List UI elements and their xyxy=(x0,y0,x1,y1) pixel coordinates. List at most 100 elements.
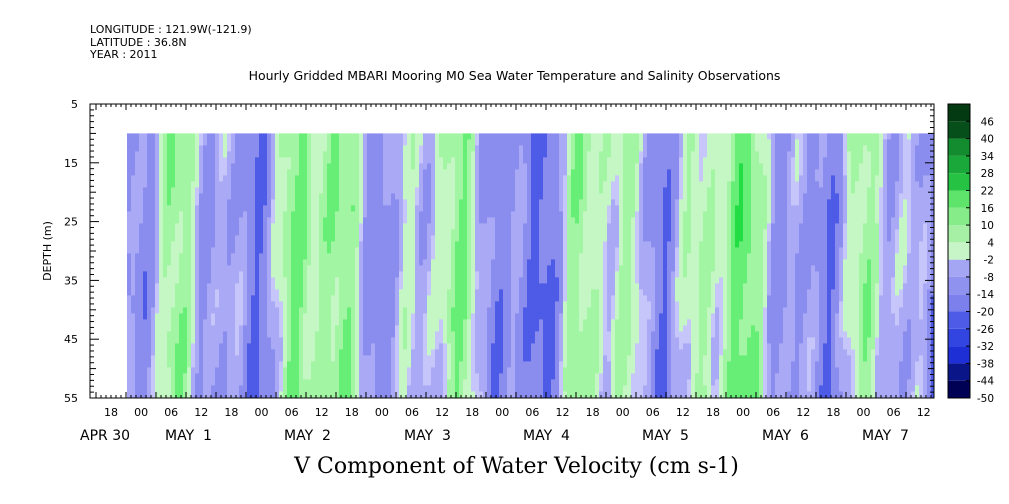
heatmap-cell xyxy=(191,319,196,326)
heatmap-cell xyxy=(243,349,248,356)
heatmap-cell xyxy=(175,283,180,290)
heatmap-cell xyxy=(211,277,216,284)
heatmap-cell xyxy=(507,391,512,398)
heatmap-cell xyxy=(327,271,332,278)
heatmap-cell xyxy=(151,163,156,170)
heatmap-cell xyxy=(255,235,260,242)
heatmap-cell xyxy=(463,385,468,392)
heatmap-cell xyxy=(531,259,536,266)
heatmap-cell xyxy=(467,325,472,332)
heatmap-cell xyxy=(547,307,552,314)
heatmap-cell xyxy=(159,235,164,242)
heatmap-cell xyxy=(347,199,352,206)
heatmap-cell xyxy=(563,349,568,356)
heatmap-cell xyxy=(567,289,572,296)
heatmap-cell xyxy=(435,379,440,386)
heatmap-cell xyxy=(355,343,360,350)
heatmap-cell xyxy=(475,217,480,224)
heatmap-cell xyxy=(295,169,300,176)
heatmap-cell xyxy=(227,187,232,194)
heatmap-cell xyxy=(343,175,348,182)
heatmap-cell xyxy=(327,355,332,362)
heatmap-cell xyxy=(227,181,232,188)
heatmap-cell xyxy=(215,217,220,224)
heatmap-cell xyxy=(175,211,180,218)
heatmap-cell xyxy=(423,379,428,386)
heatmap-cell xyxy=(547,295,552,302)
heatmap-cell xyxy=(519,205,524,212)
heatmap-cell xyxy=(555,157,560,164)
heatmap-cell xyxy=(487,367,492,374)
heatmap-cell xyxy=(155,355,160,362)
heatmap-cell xyxy=(255,211,260,218)
heatmap-cell xyxy=(367,325,372,332)
heatmap-cell xyxy=(395,175,400,182)
heatmap-cell xyxy=(163,271,168,278)
heatmap-cell xyxy=(323,181,328,188)
heatmap-cell xyxy=(319,175,324,182)
heatmap-cell xyxy=(399,301,404,308)
heatmap-cell xyxy=(207,325,212,332)
heatmap-cell xyxy=(143,247,148,254)
heatmap-cell xyxy=(151,199,156,206)
heatmap-cell xyxy=(323,385,328,392)
heatmap-cell xyxy=(507,199,512,206)
heatmap-cell xyxy=(455,349,460,356)
heatmap-cell xyxy=(195,265,200,272)
heatmap-cell xyxy=(423,217,428,224)
heatmap-cell xyxy=(267,241,272,248)
heatmap-cell xyxy=(327,331,332,338)
heatmap-cell xyxy=(279,307,284,314)
heatmap-cell xyxy=(551,187,556,194)
heatmap-cell xyxy=(495,193,500,200)
heatmap-cell xyxy=(519,373,524,380)
heatmap-cell xyxy=(403,235,408,242)
heatmap-cell xyxy=(399,205,404,212)
heatmap-cell xyxy=(215,313,220,320)
heatmap-cell xyxy=(347,229,352,236)
heatmap-cell xyxy=(531,229,536,236)
heatmap-cell xyxy=(263,247,268,254)
heatmap-cell xyxy=(351,175,356,182)
heatmap-cell xyxy=(155,199,160,206)
heatmap-cell xyxy=(139,157,144,164)
heatmap-cell xyxy=(219,325,224,332)
heatmap-cell xyxy=(559,391,564,398)
heatmap-cell xyxy=(411,253,416,260)
heatmap-cell xyxy=(419,271,424,278)
heatmap-cell xyxy=(167,313,172,320)
heatmap-cell xyxy=(327,307,332,314)
heatmap-cell xyxy=(351,391,356,398)
heatmap-cell xyxy=(343,277,348,284)
longitude-label: LONGITUDE : 121.9W(-121.9) xyxy=(90,23,252,36)
heatmap-cell xyxy=(191,151,196,158)
heatmap-cell xyxy=(539,241,544,248)
heatmap-cell xyxy=(407,169,412,176)
heatmap-cell xyxy=(135,313,140,320)
heatmap-cell xyxy=(227,139,232,146)
heatmap-cell xyxy=(239,235,244,242)
heatmap-cell xyxy=(239,259,244,266)
heatmap-cell xyxy=(295,235,300,242)
heatmap-cell xyxy=(419,259,424,266)
heatmap-cell xyxy=(415,283,420,290)
heatmap-cell xyxy=(395,217,400,224)
heatmap-cell xyxy=(179,367,184,374)
heatmap-cell xyxy=(163,265,168,272)
heatmap-cell xyxy=(363,355,368,362)
heatmap-cell xyxy=(551,331,556,338)
heatmap-cell xyxy=(219,349,224,356)
heatmap-cell xyxy=(359,169,364,176)
heatmap-cell xyxy=(463,313,468,320)
heatmap-cell xyxy=(371,271,376,278)
heatmap-cell xyxy=(131,307,136,314)
heatmap-cell xyxy=(403,313,408,320)
heatmap-cell xyxy=(519,271,524,278)
heatmap-cell xyxy=(491,313,496,320)
heatmap-cell xyxy=(127,385,132,392)
heatmap-cell xyxy=(475,187,480,194)
heatmap-cell xyxy=(271,355,276,362)
heatmap-cell xyxy=(383,271,388,278)
heatmap-cell xyxy=(535,283,540,290)
heatmap-cell xyxy=(207,331,212,338)
